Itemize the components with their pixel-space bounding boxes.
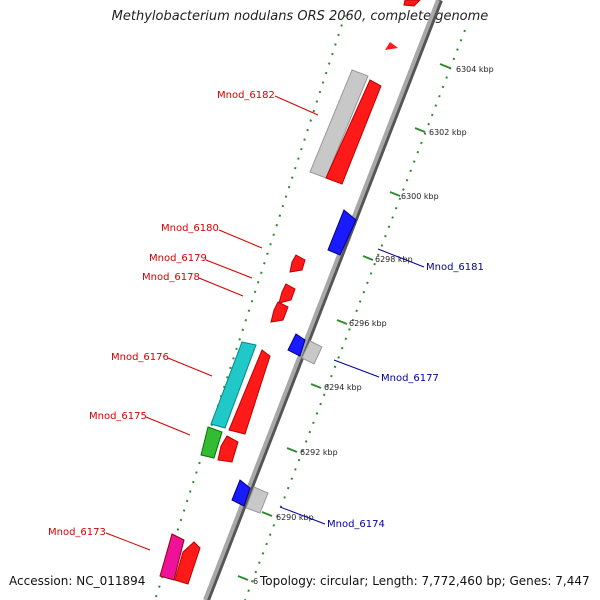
gene-label-mnod-6181[interactable]: Mnod_6181 bbox=[426, 262, 484, 273]
right-gene-labels: Mnod_6181 Mnod_6177 Mnod_6174 bbox=[279, 248, 484, 530]
gene-mnod-6179 bbox=[278, 283, 296, 304]
gene-mnod-6173 bbox=[174, 541, 201, 585]
ruler-label: 6304 kbp bbox=[456, 65, 494, 74]
ruler-tick bbox=[414, 127, 426, 133]
leader-line bbox=[274, 95, 319, 116]
ruler-label: 6 bbox=[253, 577, 258, 586]
ruler-label: 6302 kbp bbox=[429, 128, 467, 137]
gene-top-red-small bbox=[385, 42, 398, 50]
gene-mnod-6175 bbox=[217, 435, 239, 463]
leader-line bbox=[167, 357, 213, 377]
gene-label-mnod-6180[interactable]: Mnod_6180 bbox=[161, 223, 219, 234]
gene-mnod-6178 bbox=[270, 301, 289, 323]
ruler-label: 6300 kbp bbox=[401, 192, 439, 201]
accession-text: Accession: NC_011894 bbox=[9, 574, 146, 588]
ruler-tick bbox=[261, 511, 273, 517]
gene-mnod-6182 bbox=[325, 79, 382, 185]
gene-mnod-6180 bbox=[289, 254, 306, 273]
gene-mnod-6181 bbox=[327, 209, 357, 256]
topology-text: Topology: circular; Length: 7,772,460 bp… bbox=[260, 574, 590, 588]
leader-line bbox=[279, 506, 326, 525]
gene-label-mnod-6174[interactable]: Mnod_6174 bbox=[327, 519, 385, 530]
gene-mnod-6174 bbox=[245, 486, 269, 514]
leader-line bbox=[145, 416, 191, 436]
ruler-label: 6292 kbp bbox=[300, 448, 338, 457]
ruler-label: 6298 kbp bbox=[375, 255, 413, 264]
gene-mnod-6174-blue bbox=[231, 479, 251, 507]
gene-label-mnod-6177[interactable]: Mnod_6177 bbox=[381, 373, 439, 384]
ruler-tick bbox=[310, 383, 322, 389]
gene-label-mnod-6176[interactable]: Mnod_6176 bbox=[111, 352, 169, 363]
gene-label-mnod-6182[interactable]: Mnod_6182 bbox=[217, 90, 275, 101]
ruler-label: 6294 kbp bbox=[324, 383, 362, 392]
leader-line bbox=[205, 259, 253, 279]
leader-line bbox=[105, 532, 151, 551]
ruler-tick bbox=[362, 255, 374, 261]
gene-mnod-6173-magenta bbox=[159, 533, 185, 581]
leader-line bbox=[377, 248, 425, 268]
left-gene-labels: Mnod_6182 Mnod_6180 Mnod_6179 Mnod_6178 … bbox=[48, 90, 319, 551]
inner-dotted-ring bbox=[244, 29, 466, 600]
gene-label-mnod-6173[interactable]: Mnod_6173 bbox=[48, 527, 106, 538]
ruler-tick bbox=[286, 447, 298, 453]
ruler-tick bbox=[439, 63, 451, 69]
ruler-label: 6290 kbp bbox=[276, 513, 314, 522]
gene-label-mnod-6179[interactable]: Mnod_6179 bbox=[149, 253, 207, 264]
genes-inner bbox=[231, 209, 357, 514]
gene-mnod-6176-cyan bbox=[210, 341, 257, 429]
gene-mnod-6176 bbox=[228, 349, 271, 435]
ruler-tick bbox=[336, 319, 348, 325]
ruler-labels: 6304 kbp 6302 kbp 6300 kbp 6298 kbp 6296… bbox=[253, 65, 494, 586]
gene-mnod-6177 bbox=[301, 340, 323, 365]
ruler-tick bbox=[237, 575, 249, 581]
gene-label-mnod-6175[interactable]: Mnod_6175 bbox=[89, 411, 147, 422]
gene-label-mnod-6178[interactable]: Mnod_6178 bbox=[142, 272, 200, 283]
gene-mnod-6177-blue bbox=[287, 333, 306, 357]
gene-top-red bbox=[403, 0, 421, 7]
leader-line bbox=[333, 359, 380, 378]
genome-title: Methylobacterium nodulans ORS 2060, comp… bbox=[111, 9, 489, 24]
leader-line bbox=[218, 229, 263, 249]
leader-line bbox=[198, 277, 244, 297]
ruler-label: 6296 kbp bbox=[349, 319, 387, 328]
ruler-ticks bbox=[237, 63, 451, 581]
genes-outer bbox=[159, 0, 421, 585]
gene-mnod-6175-green bbox=[200, 426, 223, 459]
ruler-tick bbox=[389, 191, 401, 197]
